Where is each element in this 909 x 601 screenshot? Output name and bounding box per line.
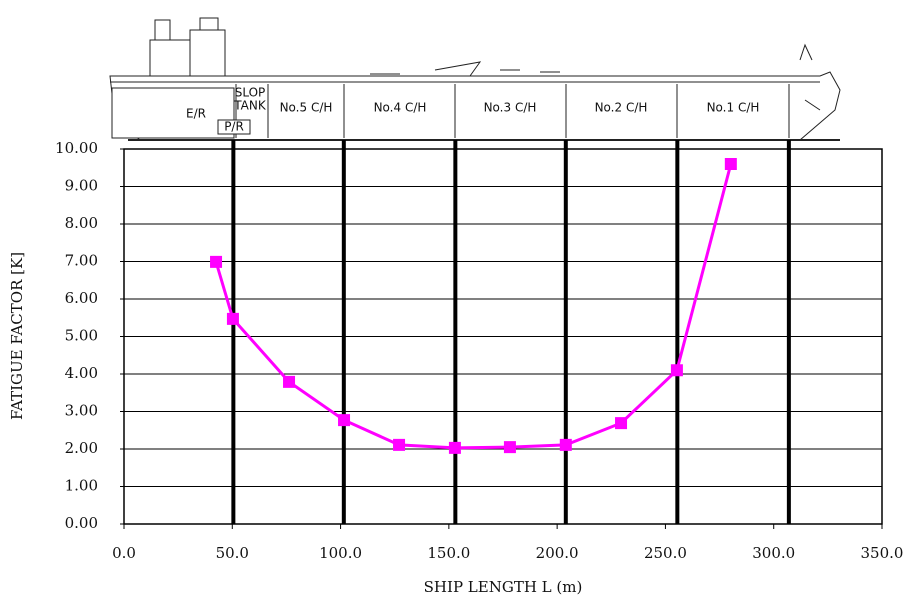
y-tick-label: 0.00 — [65, 514, 98, 532]
x-tick-label: 250.0 — [644, 544, 687, 562]
data-point — [724, 158, 737, 170]
data-point — [503, 441, 516, 454]
x-tick-label: 350.0 — [861, 544, 904, 562]
compartment-label: No.1 C/H — [707, 101, 760, 115]
compartment-label: SLOP — [235, 86, 266, 100]
data-point — [448, 441, 461, 454]
data-point — [283, 375, 296, 388]
x-tick-label: 100.0 — [319, 544, 362, 562]
x-axis-title: SHIP LENGTH L (m) — [424, 578, 583, 596]
compartment-label: No.4 C/H — [374, 101, 427, 115]
compartment-label: No.3 C/H — [484, 101, 537, 115]
y-tick-label: 5.00 — [65, 327, 98, 345]
y-tick-label: 6.00 — [65, 289, 98, 307]
data-point — [393, 438, 406, 451]
ship-profile — [109, 17, 841, 141]
y-tick-label: 2.00 — [65, 439, 98, 457]
x-tick-label: 0.0 — [112, 544, 136, 562]
data-point — [226, 312, 239, 325]
y-tick-label: 1.00 — [65, 477, 98, 495]
compartment-label: No.5 C/H — [280, 101, 333, 115]
data-point — [338, 414, 351, 427]
y-tick-label: 7.00 — [65, 252, 98, 270]
compartment-label: P/R — [224, 120, 244, 134]
y-tick-label: 9.00 — [65, 177, 98, 195]
x-tick-label: 150.0 — [427, 544, 470, 562]
y-tick-label: 4.00 — [65, 364, 98, 382]
x-tick-label: 300.0 — [752, 544, 795, 562]
x-tick-label: 200.0 — [536, 544, 579, 562]
compartment-label: E/R — [186, 107, 206, 121]
data-point — [670, 364, 683, 377]
y-tick-label: 3.00 — [65, 402, 98, 420]
data-line — [214, 163, 733, 450]
compartment-label: No.2 C/H — [595, 101, 648, 115]
data-point — [559, 438, 572, 451]
data-point — [615, 417, 628, 430]
compartment-label: TANK — [233, 99, 267, 113]
y-tick-label: 8.00 — [65, 214, 98, 232]
data-point — [210, 255, 223, 268]
y-tick-label: 10.00 — [55, 139, 98, 157]
x-tick-label: 50.0 — [216, 544, 249, 562]
y-axis-title: FATIGUE FACTOR [K] — [8, 252, 26, 420]
